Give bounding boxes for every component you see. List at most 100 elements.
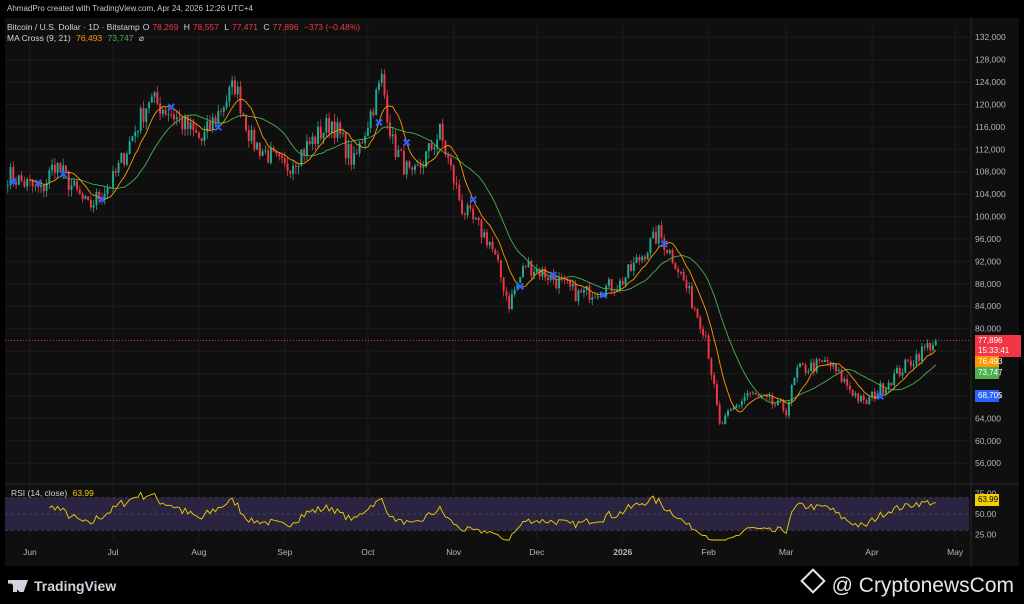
- price-tick-label: 56,000: [975, 458, 1001, 468]
- candle-body: [59, 163, 62, 172]
- candle-body: [627, 264, 630, 278]
- candle-body: [350, 144, 353, 165]
- candle-body: [402, 150, 405, 175]
- candle-body: [436, 139, 439, 148]
- close-label: C: [263, 22, 270, 32]
- candle-body: [804, 365, 807, 373]
- rsi-tick-label: 75.00: [975, 489, 997, 499]
- candle-body: [364, 135, 367, 144]
- tradingview-logo: TradingView: [8, 578, 116, 594]
- candle-body: [275, 151, 278, 154]
- candle-body: [901, 372, 904, 376]
- candle-body: [427, 143, 430, 152]
- candle-body: [89, 200, 92, 208]
- candle-body: [292, 165, 295, 174]
- price-tick-label: 112,000: [975, 144, 1005, 154]
- candle-body: [738, 405, 741, 407]
- candle-body: [217, 110, 220, 124]
- candle-body: [344, 132, 347, 159]
- candle-body: [258, 142, 261, 156]
- candle-body: [430, 143, 433, 150]
- candle-body: [170, 114, 173, 116]
- candle-body: [339, 122, 342, 134]
- candle-body: [267, 150, 270, 163]
- candle-body: [319, 126, 322, 139]
- candle-body: [704, 335, 707, 337]
- candle-body: [253, 129, 256, 150]
- candle-body: [361, 142, 364, 144]
- rsi-legend: RSI (14, close) 63.99: [11, 488, 97, 498]
- time-tick-label: Sep: [277, 547, 292, 557]
- candle-body: [857, 393, 860, 402]
- candle-body: [848, 385, 851, 390]
- candle-body: [84, 196, 87, 200]
- candle-body: [167, 114, 170, 116]
- candle-body: [123, 153, 126, 165]
- candle-body: [325, 117, 328, 133]
- candle-body: [796, 367, 799, 378]
- candle-body: [826, 359, 829, 362]
- candle-body: [444, 140, 447, 155]
- candle-body: [546, 277, 549, 281]
- price-tick-label: 80,000: [975, 324, 1001, 334]
- candle-body: [477, 217, 480, 221]
- candle-body: [632, 262, 635, 271]
- candle-body: [563, 278, 566, 280]
- candle-body: [330, 121, 333, 133]
- candle-body: [558, 277, 560, 289]
- candle-body: [333, 121, 336, 138]
- candle-body: [652, 231, 655, 239]
- candle-body: [843, 379, 846, 382]
- candle-body: [685, 280, 688, 289]
- candle-body: [394, 134, 397, 158]
- candle-body: [311, 136, 314, 144]
- candle-body: [771, 396, 774, 405]
- candle-body: [932, 345, 934, 351]
- ma-cross-marker: [516, 282, 524, 291]
- chart-area[interactable]: 56,00060,00064,00068,00072,00076,00080,0…: [5, 18, 1019, 566]
- candle-body: [754, 392, 757, 395]
- candle-body: [527, 261, 530, 267]
- candle-body: [397, 150, 400, 158]
- candle-body: [300, 149, 303, 166]
- price-tick-label: 116,000: [975, 122, 1005, 132]
- candle-body: [206, 121, 209, 132]
- candle-body: [466, 205, 469, 216]
- candle-body: [289, 170, 292, 174]
- candle-body: [242, 113, 245, 116]
- candle-body: [139, 108, 142, 131]
- candle-body: [472, 208, 475, 220]
- candle-body: [846, 379, 849, 386]
- candle-body: [12, 167, 15, 182]
- open-label: O: [142, 22, 150, 32]
- candle-body: [909, 360, 912, 366]
- ma-extra-icon: ⌀: [138, 33, 145, 43]
- candle-body: [724, 415, 727, 425]
- candle-body: [486, 232, 488, 246]
- candle-body: [865, 400, 868, 404]
- last-price-tag: 77,896 15:33:41: [975, 335, 1021, 357]
- candle-body: [688, 286, 691, 289]
- candle-body: [461, 200, 464, 215]
- candle-body: [197, 132, 200, 138]
- candle-body: [355, 153, 358, 155]
- ma-slow-value: 73,747: [107, 33, 134, 43]
- last-price-label: 77,896: [978, 336, 1003, 345]
- rsi-price-tag: 63.99: [975, 494, 999, 506]
- candle-body: [655, 231, 657, 244]
- candle-body: [20, 175, 23, 181]
- ma-cross-marker: [167, 103, 175, 111]
- candle-body: [414, 165, 416, 170]
- candle-body: [494, 249, 497, 255]
- candle-body: [929, 343, 932, 351]
- candle-body: [458, 184, 461, 201]
- candle-body: [555, 280, 558, 289]
- candle-body: [735, 405, 738, 408]
- candle-body: [530, 261, 533, 276]
- candle-body: [161, 109, 164, 114]
- candle-body: [510, 294, 513, 309]
- candle-body: [801, 363, 804, 366]
- candle-body: [366, 127, 369, 136]
- candle-body: [380, 74, 383, 83]
- ma-cross-marker: [469, 195, 477, 204]
